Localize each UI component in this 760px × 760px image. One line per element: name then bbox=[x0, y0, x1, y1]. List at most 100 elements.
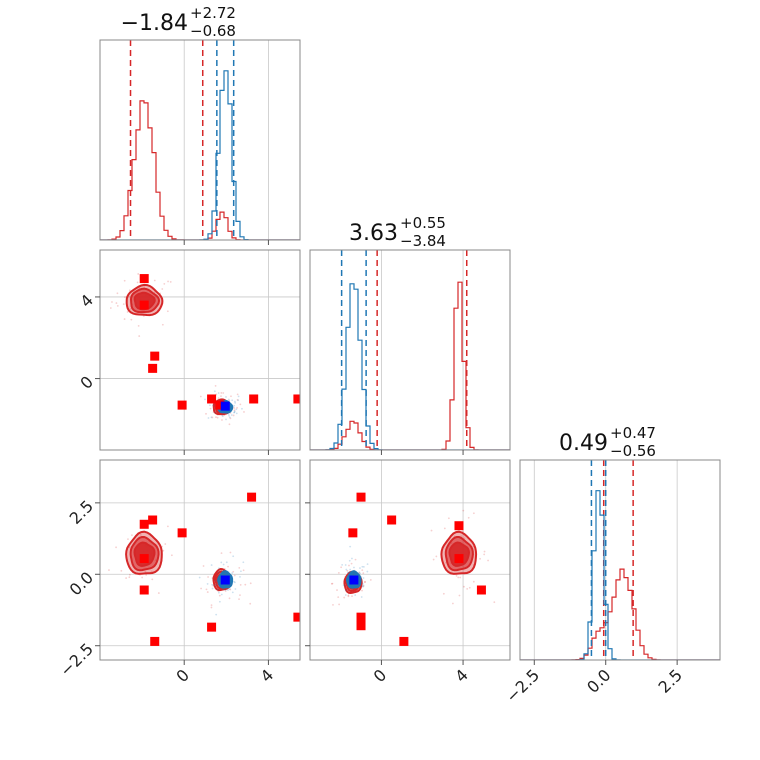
sample-point bbox=[213, 584, 215, 587]
sample-point bbox=[232, 414, 235, 417]
title-value-1: 3.63 bbox=[349, 221, 398, 246]
sample-point bbox=[362, 566, 365, 568]
sample-point bbox=[210, 606, 213, 609]
sample-point bbox=[228, 416, 231, 419]
sample-point bbox=[240, 570, 242, 573]
sample-point bbox=[242, 561, 245, 564]
sample-point bbox=[343, 596, 346, 599]
sample-point bbox=[87, 532, 89, 534]
sample-point bbox=[166, 310, 169, 313]
sample-point bbox=[224, 588, 227, 591]
sample-point bbox=[218, 600, 221, 603]
marker-red bbox=[177, 400, 187, 410]
sample-point bbox=[215, 416, 217, 419]
sample-point bbox=[221, 419, 223, 421]
marker-blue bbox=[220, 575, 230, 585]
sample-point bbox=[358, 571, 360, 574]
panel-frame-1-1 bbox=[309, 249, 511, 451]
sample-point bbox=[338, 603, 341, 606]
sample-point bbox=[222, 563, 225, 566]
sample-point bbox=[249, 602, 252, 605]
sample-point bbox=[115, 546, 117, 549]
sample-point bbox=[215, 583, 218, 586]
marker-blue bbox=[220, 401, 230, 411]
sample-point bbox=[124, 296, 126, 298]
sample-point bbox=[227, 413, 230, 416]
panel-frame-2-1 bbox=[309, 459, 511, 661]
sample-point bbox=[234, 581, 236, 584]
panel-frame-2-2 bbox=[519, 459, 721, 661]
sample-point bbox=[198, 576, 201, 579]
sample-point bbox=[128, 576, 131, 579]
sample-point bbox=[228, 588, 231, 590]
sample-point bbox=[340, 566, 343, 569]
sample-point bbox=[210, 604, 213, 607]
sample-point bbox=[233, 411, 236, 414]
sample-point bbox=[137, 273, 140, 275]
sample-point bbox=[167, 280, 169, 283]
sample-point bbox=[348, 559, 351, 562]
sample-point bbox=[487, 559, 489, 562]
sample-point bbox=[236, 398, 239, 401]
sample-point bbox=[362, 585, 365, 588]
marker-red bbox=[356, 492, 366, 502]
sample-point bbox=[366, 570, 369, 573]
title-upper-error-0: +2.72 bbox=[190, 4, 236, 22]
y-tick-label: −2.5 bbox=[56, 639, 97, 680]
sample-point bbox=[479, 557, 481, 560]
sample-point bbox=[205, 588, 208, 591]
sample-point bbox=[243, 411, 245, 413]
sample-point bbox=[235, 408, 238, 411]
marker-red bbox=[348, 528, 358, 538]
sample-point bbox=[337, 571, 340, 574]
sample-point bbox=[151, 578, 154, 581]
sample-point bbox=[232, 555, 235, 558]
sample-point bbox=[344, 589, 347, 592]
sample-point bbox=[344, 564, 347, 566]
sample-point bbox=[206, 591, 209, 593]
sample-point bbox=[483, 550, 486, 553]
sample-point bbox=[161, 288, 164, 290]
marker-red bbox=[139, 519, 149, 529]
sample-point bbox=[218, 594, 221, 597]
sample-point bbox=[350, 562, 353, 565]
sample-point bbox=[351, 595, 353, 597]
sample-point bbox=[150, 570, 153, 573]
marker-red bbox=[148, 363, 158, 373]
sample-point bbox=[126, 311, 129, 313]
sample-point bbox=[209, 404, 211, 407]
sample-point bbox=[238, 598, 240, 601]
sample-point bbox=[442, 592, 445, 595]
sample-point bbox=[361, 589, 363, 592]
sample-point bbox=[362, 585, 364, 588]
sample-point bbox=[210, 564, 213, 566]
sample-point bbox=[120, 569, 123, 572]
sample-point bbox=[228, 423, 231, 426]
sample-point bbox=[233, 404, 236, 407]
sample-point bbox=[472, 512, 475, 515]
title-value-2: 0.49 bbox=[559, 431, 608, 456]
sample-point bbox=[234, 588, 237, 590]
sample-point bbox=[108, 569, 110, 571]
marker-red bbox=[177, 528, 187, 538]
x-tick-label: −2.5 bbox=[502, 665, 543, 706]
sample-point bbox=[233, 411, 236, 413]
sample-point bbox=[220, 552, 223, 555]
sample-point bbox=[347, 571, 350, 574]
sample-point bbox=[214, 385, 217, 387]
panel-hist-1 bbox=[310, 250, 510, 450]
sample-point bbox=[123, 318, 126, 320]
marker-red bbox=[139, 585, 149, 595]
sample-point bbox=[210, 416, 213, 419]
panel-frame-2-0 bbox=[99, 459, 301, 661]
sample-point bbox=[125, 577, 128, 579]
sample-point bbox=[222, 392, 225, 394]
sample-point bbox=[233, 407, 236, 409]
sample-point bbox=[228, 414, 230, 417]
sample-point bbox=[451, 602, 454, 605]
contour-blue bbox=[217, 570, 234, 589]
sample-point bbox=[231, 591, 234, 594]
sample-point bbox=[435, 555, 438, 558]
sample-point bbox=[242, 569, 245, 572]
sample-point bbox=[235, 412, 238, 415]
